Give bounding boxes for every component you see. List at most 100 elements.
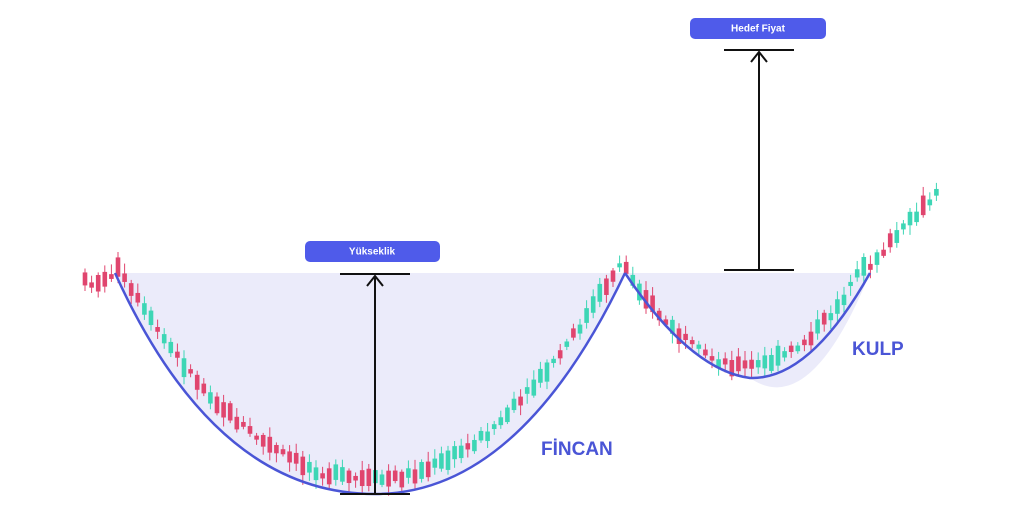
candle-body bbox=[630, 274, 636, 286]
candle-body bbox=[333, 464, 339, 480]
candle-body bbox=[518, 396, 523, 406]
candle-body bbox=[109, 274, 114, 279]
height-arrow bbox=[340, 273, 410, 495]
candle-body bbox=[934, 188, 939, 196]
candle-body bbox=[287, 451, 292, 463]
candle-body bbox=[353, 475, 358, 481]
candle-body bbox=[577, 324, 583, 334]
candle-body bbox=[531, 379, 537, 396]
candle-body bbox=[557, 350, 563, 359]
candle-body bbox=[82, 272, 88, 286]
candle-body bbox=[584, 308, 589, 323]
candle-body bbox=[854, 269, 860, 278]
candle-body bbox=[511, 398, 517, 411]
candle-body bbox=[656, 310, 662, 321]
candle-body bbox=[590, 296, 596, 313]
candle-body bbox=[914, 211, 919, 223]
candle-body bbox=[544, 362, 550, 382]
candle-body bbox=[749, 359, 754, 369]
candle-body bbox=[775, 345, 781, 366]
candle-body bbox=[148, 310, 154, 326]
candle-body bbox=[254, 435, 259, 440]
candle-body bbox=[201, 383, 207, 394]
candle-body bbox=[366, 468, 372, 487]
candle-body bbox=[920, 195, 926, 216]
candle-body bbox=[683, 333, 688, 341]
candle-body bbox=[260, 434, 266, 447]
candle-body bbox=[280, 449, 286, 455]
candle-body bbox=[643, 290, 649, 309]
candle-body bbox=[703, 349, 708, 356]
candle-body bbox=[597, 283, 603, 302]
candle-body bbox=[716, 359, 721, 369]
candle-body bbox=[340, 467, 345, 482]
candle-body bbox=[102, 271, 108, 287]
height-label: Yükseklik bbox=[349, 247, 396, 258]
candle-body bbox=[795, 345, 801, 352]
candle-body bbox=[722, 358, 728, 365]
candle-body bbox=[828, 313, 834, 321]
candle-body bbox=[445, 450, 451, 470]
candle-body bbox=[604, 278, 609, 295]
candle-body bbox=[412, 469, 418, 484]
candle-body bbox=[782, 351, 787, 358]
candle-body bbox=[392, 470, 398, 482]
candle-body bbox=[241, 421, 246, 427]
candle-body bbox=[386, 470, 391, 487]
candle-body bbox=[617, 263, 622, 268]
candle-body bbox=[247, 426, 253, 434]
candle-body bbox=[663, 319, 669, 325]
candle-body bbox=[623, 261, 629, 274]
candle-body bbox=[221, 402, 226, 418]
candle-body bbox=[835, 299, 840, 314]
candle-body bbox=[821, 312, 827, 325]
candle-body bbox=[491, 424, 497, 430]
cup-label: FİNCAN bbox=[541, 439, 613, 460]
candle-body bbox=[267, 436, 273, 453]
candle-body bbox=[802, 339, 807, 346]
candle-body bbox=[320, 473, 325, 479]
candle-body bbox=[406, 468, 411, 478]
candle-body bbox=[729, 360, 735, 377]
candle-body bbox=[874, 252, 880, 265]
handle-label: KULP bbox=[852, 339, 904, 360]
candle-body bbox=[788, 345, 794, 353]
candle-body bbox=[214, 396, 220, 414]
candle-body bbox=[868, 263, 873, 270]
candle-body bbox=[274, 445, 279, 454]
candle-body bbox=[458, 445, 464, 459]
candle-body bbox=[551, 358, 556, 364]
candle-body bbox=[89, 282, 94, 288]
candle-body bbox=[208, 392, 213, 404]
candle-body bbox=[485, 431, 490, 442]
candle-body bbox=[472, 439, 477, 452]
candle-body bbox=[762, 355, 768, 369]
candles bbox=[82, 182, 939, 496]
candle-body bbox=[346, 470, 352, 484]
candle-body bbox=[505, 407, 510, 423]
candle-body bbox=[610, 270, 616, 282]
candle-body bbox=[894, 230, 900, 243]
candle-body bbox=[175, 351, 180, 358]
handle-curve bbox=[623, 272, 872, 380]
candle-body bbox=[181, 358, 187, 378]
candle-body bbox=[359, 470, 365, 487]
candle-body bbox=[676, 328, 682, 344]
candle-body bbox=[168, 341, 174, 354]
candle-body bbox=[307, 461, 312, 473]
candle-body bbox=[478, 430, 484, 441]
candle-body bbox=[670, 319, 675, 334]
candle-body bbox=[188, 369, 193, 374]
target-arrow bbox=[724, 49, 794, 271]
candle-body bbox=[155, 327, 160, 332]
candle-body bbox=[419, 462, 424, 479]
candle-body bbox=[142, 303, 147, 315]
candle-body bbox=[122, 273, 127, 282]
candle-body bbox=[861, 256, 867, 276]
candle-body bbox=[815, 319, 820, 334]
candle-body bbox=[432, 458, 438, 468]
candle-body bbox=[709, 356, 715, 361]
candle-body bbox=[498, 417, 504, 426]
